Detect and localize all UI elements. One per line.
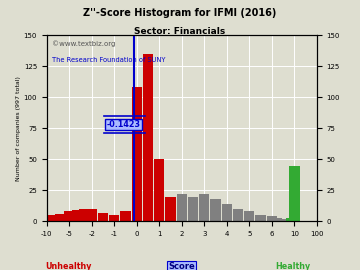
- Bar: [121, 211, 131, 221]
- Bar: [289, 166, 300, 221]
- Text: Unhealthy: Unhealthy: [45, 262, 92, 270]
- Bar: [199, 194, 210, 221]
- Text: The Research Foundation of SUNY: The Research Foundation of SUNY: [52, 58, 166, 63]
- Bar: [72, 210, 82, 221]
- Bar: [143, 54, 153, 221]
- Bar: [60, 214, 70, 221]
- Bar: [42, 219, 52, 221]
- Bar: [51, 215, 61, 221]
- Bar: [244, 211, 255, 221]
- Text: Healthy: Healthy: [275, 262, 310, 270]
- Bar: [289, 203, 300, 221]
- Bar: [166, 197, 176, 221]
- Bar: [79, 209, 89, 221]
- Bar: [55, 214, 66, 221]
- Y-axis label: Number of companies (997 total): Number of companies (997 total): [16, 76, 21, 181]
- Bar: [275, 219, 285, 221]
- Bar: [267, 217, 277, 221]
- Bar: [87, 209, 97, 221]
- Bar: [109, 215, 120, 221]
- Text: Score: Score: [168, 262, 195, 270]
- Bar: [211, 199, 221, 221]
- Bar: [281, 219, 291, 221]
- Bar: [42, 215, 52, 221]
- Bar: [256, 215, 266, 221]
- Bar: [289, 209, 300, 221]
- Bar: [42, 218, 52, 221]
- Bar: [64, 211, 75, 221]
- Bar: [132, 87, 142, 221]
- Text: -0.1423: -0.1423: [107, 120, 140, 129]
- Bar: [188, 197, 198, 221]
- Bar: [287, 218, 297, 221]
- Bar: [284, 219, 294, 221]
- Bar: [222, 204, 232, 221]
- Bar: [177, 194, 187, 221]
- Bar: [46, 217, 57, 221]
- Bar: [270, 218, 280, 221]
- Text: ©www.textbiz.org: ©www.textbiz.org: [52, 41, 116, 47]
- Text: Sector: Financials: Sector: Financials: [134, 27, 226, 36]
- Bar: [154, 159, 165, 221]
- Bar: [273, 218, 283, 221]
- Text: Z''-Score Histogram for IFMI (2016): Z''-Score Histogram for IFMI (2016): [83, 8, 277, 18]
- Bar: [42, 218, 52, 221]
- Bar: [278, 219, 288, 221]
- Bar: [289, 205, 300, 221]
- Bar: [290, 194, 300, 221]
- Bar: [233, 209, 243, 221]
- Bar: [98, 213, 108, 221]
- Bar: [42, 219, 52, 221]
